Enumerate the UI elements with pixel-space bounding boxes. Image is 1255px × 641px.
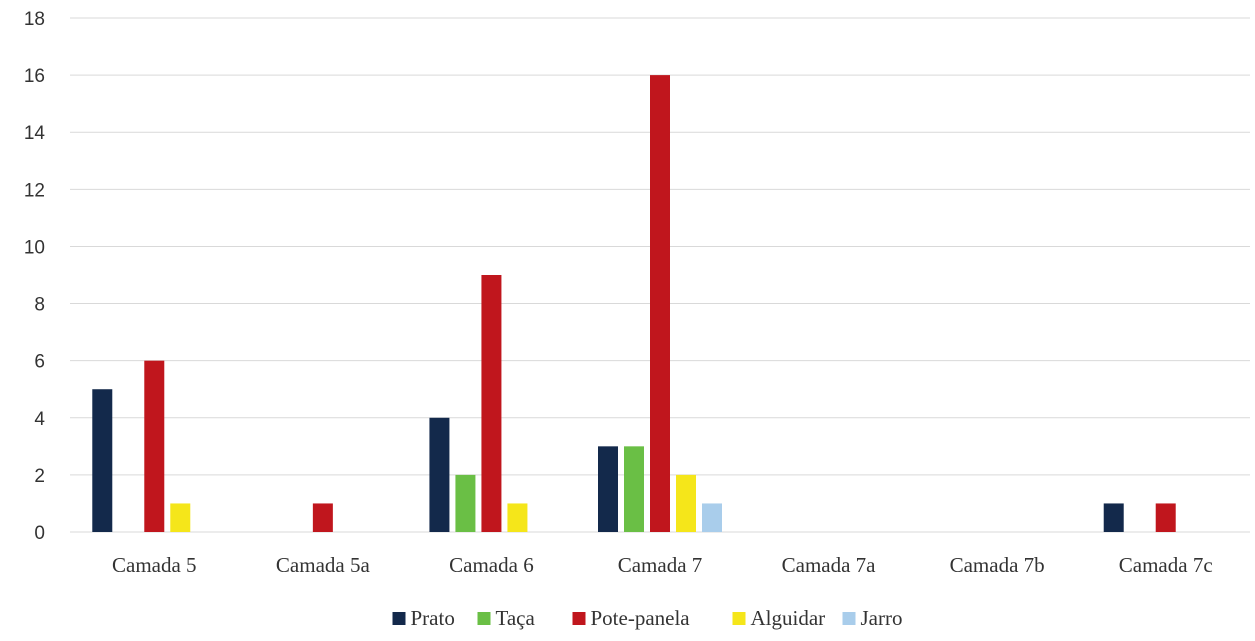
y-tick-label: 10 <box>24 237 45 258</box>
legend: Prato Taça Pote-panela Alguidar Jarro <box>392 606 903 630</box>
legend-label: Taça <box>496 606 536 630</box>
y-tick-label: 14 <box>24 123 46 144</box>
bar-pote-panela-3 <box>650 75 670 532</box>
y-tick-label: 16 <box>24 66 45 87</box>
legend-swatch <box>572 612 586 625</box>
x-tick-label: Camada 7c <box>1119 553 1213 577</box>
bars <box>92 75 1176 532</box>
bar-prato-0 <box>92 389 113 532</box>
bar-prato-3 <box>598 446 618 532</box>
bar-alguidar-3 <box>676 474 696 532</box>
y-axis-ticks: 0 2 4 6 8 10 12 14 16 18 <box>24 9 46 544</box>
bar-jarro-3 <box>702 503 722 532</box>
y-tick-label: 0 <box>34 523 45 544</box>
bar-prato-6 <box>1103 503 1124 532</box>
y-tick-label: 4 <box>34 409 45 430</box>
x-tick-label: Camada 7a <box>782 553 877 577</box>
bar-pote-panela-2 <box>481 275 502 532</box>
legend-swatch <box>842 612 856 625</box>
legend-label: Pote-panela <box>591 606 691 630</box>
legend-swatch <box>392 612 406 625</box>
bar-pote-panela-6 <box>1155 503 1176 532</box>
bar-pote-panela-0 <box>144 360 165 532</box>
legend-label: Jarro <box>861 606 903 630</box>
x-tick-label: Camada 7b <box>950 553 1045 577</box>
x-tick-label: Camada 7 <box>618 553 703 577</box>
bar-ta-a-3 <box>624 446 644 532</box>
bar-alguidar-0 <box>170 503 191 532</box>
y-tick-label: 18 <box>24 9 45 30</box>
x-axis-ticks: Camada 5 Camada 5a Camada 6 Camada 7 Camada … <box>112 553 1213 577</box>
bar-alguidar-2 <box>507 503 528 532</box>
legend-swatch <box>732 612 746 625</box>
y-tick-label: 2 <box>34 466 45 487</box>
legend-label: Alguidar <box>751 606 826 630</box>
x-tick-label: Camada 5 <box>112 553 197 577</box>
legend-label: Prato <box>411 606 455 630</box>
bar-ta-a-2 <box>455 474 476 532</box>
y-tick-label: 12 <box>24 180 45 201</box>
y-tick-label: 8 <box>34 295 45 316</box>
x-tick-label: Camada 5a <box>276 553 371 577</box>
bar-prato-2 <box>429 417 450 532</box>
bar-pote-panela-1 <box>312 503 333 532</box>
legend-swatch <box>477 612 491 625</box>
y-tick-label: 6 <box>34 352 45 373</box>
x-tick-label: Camada 6 <box>449 553 534 577</box>
